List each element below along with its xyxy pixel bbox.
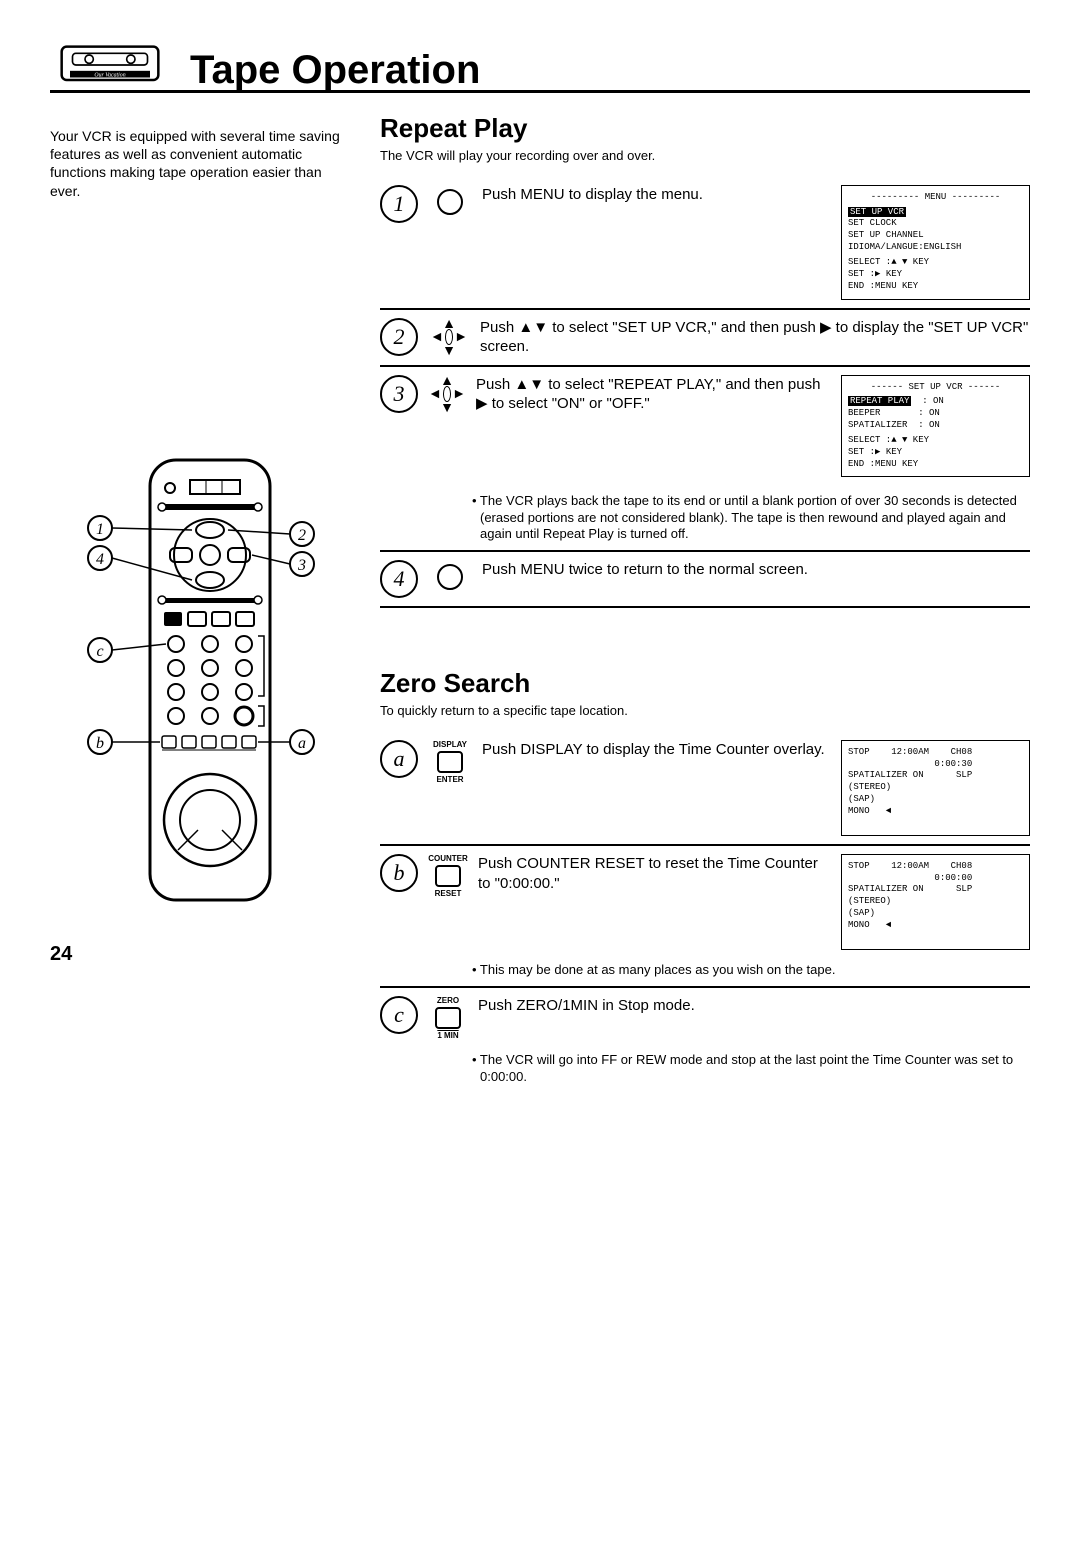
setup-vcr-screen: ------ SET UP VCR ------ REPEAT PLAY : O… — [841, 375, 1030, 478]
step-number-2: 2 — [380, 318, 418, 356]
svg-text:b: b — [96, 735, 104, 752]
cassette-label: Our Vacation — [94, 73, 125, 79]
step-4-text: Push MENU twice to return to the normal … — [482, 560, 1030, 598]
step-2-text: Push ▲▼ to select "SET UP VCR," and then… — [480, 318, 1030, 357]
navpad-icon: ▲ ◄► ▼ — [428, 375, 466, 413]
counter-reset-button-icon: COUNTER RESET — [428, 854, 468, 898]
left-column: Your VCR is equipped with several time s… — [50, 113, 350, 1093]
zero-title: Zero Search — [380, 668, 1030, 699]
menu-screen: --------- MENU --------- SET UP VCR SET … — [841, 185, 1030, 300]
intro-text: Your VCR is equipped with several time s… — [50, 127, 350, 200]
display-button-icon: DISPLAY ENTER — [430, 740, 470, 836]
cassette-icon: Our Vacation — [50, 40, 170, 90]
svg-text:1: 1 — [96, 521, 104, 538]
menu-button-icon — [430, 185, 470, 300]
remote-diagram: 1 4 c b 2 3 a — [50, 450, 350, 913]
svg-text:4: 4 — [96, 551, 104, 568]
repeat-step-1: 1 Push MENU to display the menu. -------… — [380, 177, 1030, 308]
repeat-step-3: 3 ▲ ◄► ▼ Push ▲▼ to select "REPEAT PLAY,… — [380, 365, 1030, 551]
step-a-text: Push DISPLAY to display the Time Counter… — [482, 740, 829, 836]
navpad-icon: ▲ ◄► ▼ — [430, 318, 468, 357]
step-c-text: Push ZERO/1MIN in Stop mode. — [478, 996, 1030, 1016]
repeat-step-2: 2 ▲ ◄► ▼ Push ▲▼ to select "SET UP VCR,"… — [380, 308, 1030, 365]
step-3-text: Push ▲▼ to select "REPEAT PLAY," and the… — [476, 375, 831, 414]
repeat-title: Repeat Play — [380, 113, 1030, 144]
repeat-subtitle: The VCR will play your recording over an… — [380, 148, 1030, 163]
zero-1min-button-icon: ZERO 1 MIN — [428, 996, 468, 1040]
step-number-b: b — [380, 854, 418, 892]
zero-step-b: b COUNTER RESET Push COUNTER RESET to re… — [380, 844, 1030, 986]
zero-step-a: a DISPLAY ENTER Push DISPLAY to display … — [380, 732, 1030, 844]
step-number-3: 3 — [380, 375, 418, 413]
step-b-note: • This may be done at as many places as … — [480, 962, 1030, 978]
zero-subtitle: To quickly return to a specific tape loc… — [380, 703, 1030, 718]
overlay-screen-a: STOP 12:00AM CH08 0:00:30 SPATIALIZER ON… — [841, 740, 1030, 836]
step-number-1: 1 — [380, 185, 418, 223]
step-b-text: Push COUNTER RESET to reset the Time Cou… — [478, 854, 831, 893]
right-column: Repeat Play The VCR will play your recor… — [380, 113, 1030, 1093]
svg-text:a: a — [298, 735, 306, 752]
page-number: 24 — [50, 943, 350, 966]
svg-text:c: c — [96, 643, 103, 660]
step-1-text: Push MENU to display the menu. — [482, 185, 829, 300]
page-title: Tape Operation — [190, 50, 480, 90]
step-c-note: • The VCR will go into FF or REW mode an… — [480, 1052, 1030, 1085]
step-3-note: • The VCR plays back the tape to its end… — [480, 493, 1030, 542]
step-number-c: c — [380, 996, 418, 1034]
overlay-screen-b: STOP 12:00AM CH08 0:00:00 SPATIALIZER ON… — [841, 854, 1030, 950]
title-bar: Our Vacation Tape Operation — [50, 40, 1030, 93]
zero-step-c: c ZERO 1 MIN Push ZERO/1MIN in Stop mode… — [380, 986, 1030, 1093]
svg-text:3: 3 — [297, 557, 306, 574]
menu-button-icon — [430, 560, 470, 598]
svg-text:2: 2 — [298, 527, 306, 544]
step-number-4: 4 — [380, 560, 418, 598]
step-number-a: a — [380, 740, 418, 778]
repeat-step-4: 4 Push MENU twice to return to the norma… — [380, 550, 1030, 608]
